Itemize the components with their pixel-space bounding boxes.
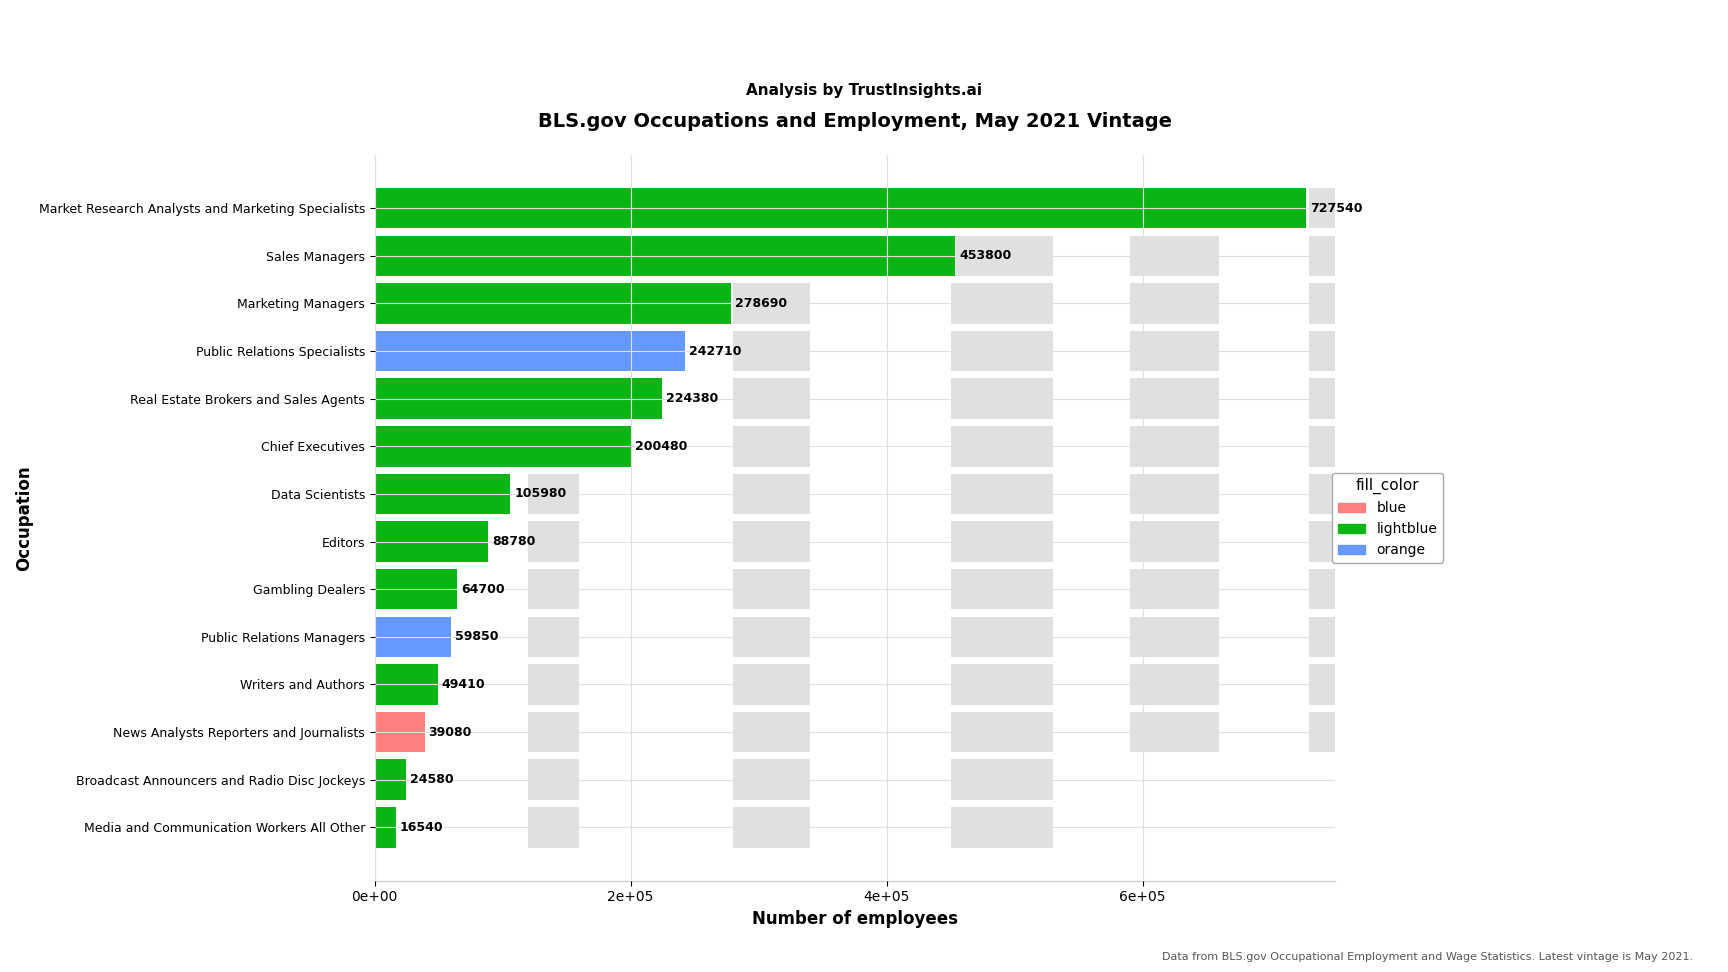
Bar <box>1310 188 1386 228</box>
Bar <box>1310 330 1386 371</box>
Text: 278690: 278690 <box>734 297 788 310</box>
Bar <box>1130 473 1220 514</box>
Bar <box>375 616 451 657</box>
Bar <box>950 378 1052 419</box>
Bar <box>375 473 510 514</box>
Bar <box>1310 616 1386 657</box>
Bar <box>1310 426 1386 467</box>
Bar <box>529 759 579 800</box>
Bar <box>950 330 1052 371</box>
Bar <box>950 473 1052 514</box>
Bar <box>733 664 810 705</box>
Bar <box>733 283 810 324</box>
Text: 242710: 242710 <box>689 345 741 358</box>
Bar <box>529 616 579 657</box>
Bar <box>529 712 579 752</box>
Bar <box>375 664 437 705</box>
X-axis label: Number of employees: Number of employees <box>752 910 957 928</box>
Bar <box>1130 330 1220 371</box>
Bar <box>375 712 425 752</box>
Bar <box>529 569 579 609</box>
Text: Data from BLS.gov Occupational Employment and Wage Statistics. Latest vintage is: Data from BLS.gov Occupational Employmen… <box>1163 953 1693 962</box>
Text: 200480: 200480 <box>636 440 688 453</box>
Bar <box>1130 235 1220 276</box>
Y-axis label: Occupation: Occupation <box>16 465 33 571</box>
Text: 105980: 105980 <box>515 487 567 501</box>
Bar <box>950 807 1052 848</box>
Bar <box>950 664 1052 705</box>
Bar <box>1130 426 1220 467</box>
Bar <box>1310 569 1386 609</box>
Bar <box>529 807 579 848</box>
Bar <box>375 283 731 324</box>
Bar <box>733 235 1052 276</box>
Bar <box>1310 473 1386 514</box>
Bar <box>733 378 810 419</box>
Bar <box>375 235 956 276</box>
Text: 453800: 453800 <box>959 250 1011 262</box>
Bar <box>950 759 1052 800</box>
Bar <box>950 521 1052 562</box>
Bar <box>375 378 662 419</box>
Bar <box>1310 235 1386 276</box>
Bar <box>1310 378 1386 419</box>
Title: BLS.gov Occupations and Employment, May 2021 Vintage: BLS.gov Occupations and Employment, May … <box>537 112 1172 131</box>
Bar <box>1310 283 1386 324</box>
Text: 64700: 64700 <box>461 582 505 596</box>
Bar <box>375 521 489 562</box>
Bar <box>950 426 1052 467</box>
Bar <box>733 616 810 657</box>
Text: 88780: 88780 <box>492 535 536 548</box>
Bar <box>375 426 631 467</box>
Bar <box>1310 712 1386 752</box>
Bar <box>1130 712 1220 752</box>
Bar <box>1130 283 1220 324</box>
Text: 16540: 16540 <box>399 820 444 834</box>
Bar <box>1130 664 1220 705</box>
Bar <box>529 521 579 562</box>
Text: 727540: 727540 <box>1310 202 1362 215</box>
Bar <box>733 712 810 752</box>
Bar <box>950 283 1052 324</box>
Text: Analysis by TrustInsights.ai: Analysis by TrustInsights.ai <box>746 83 982 97</box>
Bar <box>733 426 810 467</box>
Bar <box>375 330 686 371</box>
Bar <box>1310 664 1386 705</box>
Bar <box>375 759 406 800</box>
Bar <box>529 473 579 514</box>
Bar <box>733 521 810 562</box>
Text: 49410: 49410 <box>442 677 486 691</box>
Bar <box>1130 569 1220 609</box>
Bar <box>950 616 1052 657</box>
Bar <box>733 807 810 848</box>
Bar <box>733 759 810 800</box>
Bar <box>1130 616 1220 657</box>
Bar <box>1130 378 1220 419</box>
Bar <box>1310 521 1386 562</box>
Legend: blue, lightblue, orange: blue, lightblue, orange <box>1332 472 1443 563</box>
Text: 39080: 39080 <box>429 725 472 739</box>
Text: 224380: 224380 <box>665 393 717 405</box>
Bar <box>375 188 1306 228</box>
Bar <box>375 569 458 609</box>
Bar <box>375 807 396 848</box>
Bar <box>529 664 579 705</box>
Bar <box>733 330 810 371</box>
Bar <box>950 569 1052 609</box>
Bar <box>733 569 810 609</box>
Bar <box>733 473 810 514</box>
Text: 24580: 24580 <box>410 773 453 786</box>
Bar <box>1130 521 1220 562</box>
Text: 59850: 59850 <box>454 630 499 643</box>
Bar <box>950 712 1052 752</box>
Bar <box>733 188 1220 228</box>
